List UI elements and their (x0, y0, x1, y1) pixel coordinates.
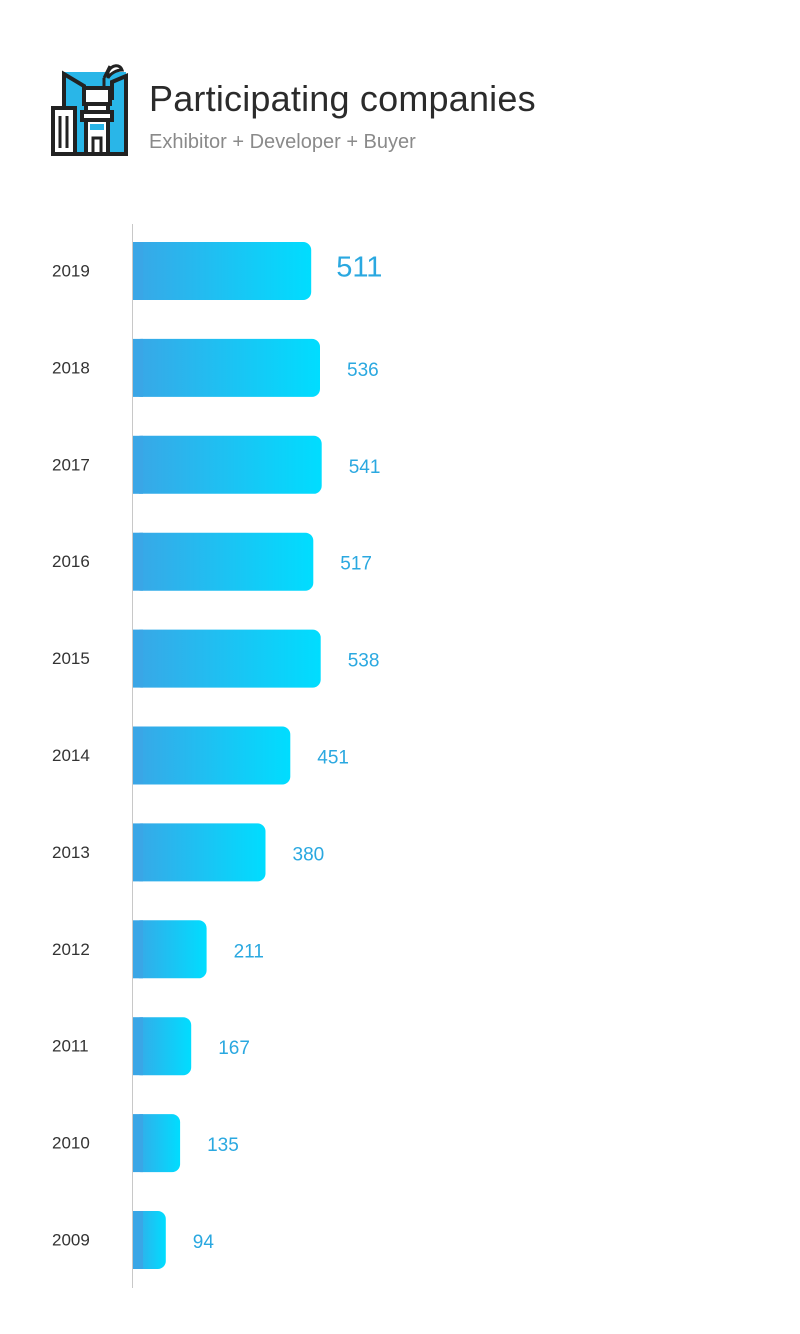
value-label-2009: 94 (193, 1232, 215, 1253)
value-label-2016: 517 (340, 554, 372, 575)
year-label-2014: 2014 (52, 746, 90, 765)
chart-subtitle: Exhibitor + Developer + Buyer (149, 131, 416, 153)
bar-base-2017 (133, 435, 143, 494)
bar-2016 (133, 532, 314, 591)
value-label-2011: 167 (218, 1038, 250, 1059)
bar-2017 (133, 435, 322, 494)
bar-2018 (133, 338, 320, 397)
year-label-2018: 2018 (52, 358, 90, 377)
bar-base-2018 (133, 338, 143, 397)
year-label-2009: 2009 (52, 1230, 90, 1249)
year-label-2015: 2015 (52, 649, 90, 668)
bar-base-2019 (133, 242, 143, 300)
value-label-2014: 451 (317, 748, 349, 769)
year-label-2017: 2017 (52, 455, 90, 474)
year-label-2013: 2013 (52, 843, 90, 862)
bar-base-2016 (133, 532, 143, 591)
bar-base-2015 (133, 629, 143, 688)
bar-2011 (133, 1017, 192, 1076)
bar-base-2014 (133, 726, 143, 785)
bar-2013 (133, 823, 266, 882)
year-label-2012: 2012 (52, 940, 90, 959)
value-label-2019: 511 (336, 252, 382, 284)
bar-2014 (133, 726, 291, 785)
value-label-2010: 135 (207, 1135, 239, 1156)
bar-base-2010 (133, 1114, 143, 1173)
year-label-2019: 2019 (52, 261, 90, 280)
bar-2015 (133, 629, 321, 688)
bar-base-2013 (133, 823, 143, 882)
year-label-2010: 2010 (52, 1134, 90, 1153)
value-label-2018: 536 (347, 360, 379, 381)
chart-title: Participating companies (149, 78, 536, 119)
bars-group: 2019 511 2018 536 2017 541 2016 517 2015 538 2014 4… (52, 242, 382, 1269)
bar-2012 (133, 920, 207, 979)
value-label-2017: 541 (349, 457, 381, 478)
bar-base-2009 (133, 1211, 143, 1269)
bar-base-2012 (133, 920, 143, 979)
year-label-2016: 2016 (52, 552, 90, 571)
bar-2019 (133, 242, 312, 300)
year-label-2011: 2011 (52, 1037, 89, 1056)
bar-base-2011 (133, 1017, 143, 1076)
value-label-2015: 538 (348, 651, 380, 672)
value-label-2013: 380 (293, 844, 325, 865)
value-label-2012: 211 (234, 941, 264, 962)
bar-2010 (133, 1114, 181, 1173)
chart-header: Participating companies Exhibitor + Deve… (50, 60, 750, 160)
city-buildings-icon (51, 64, 128, 156)
